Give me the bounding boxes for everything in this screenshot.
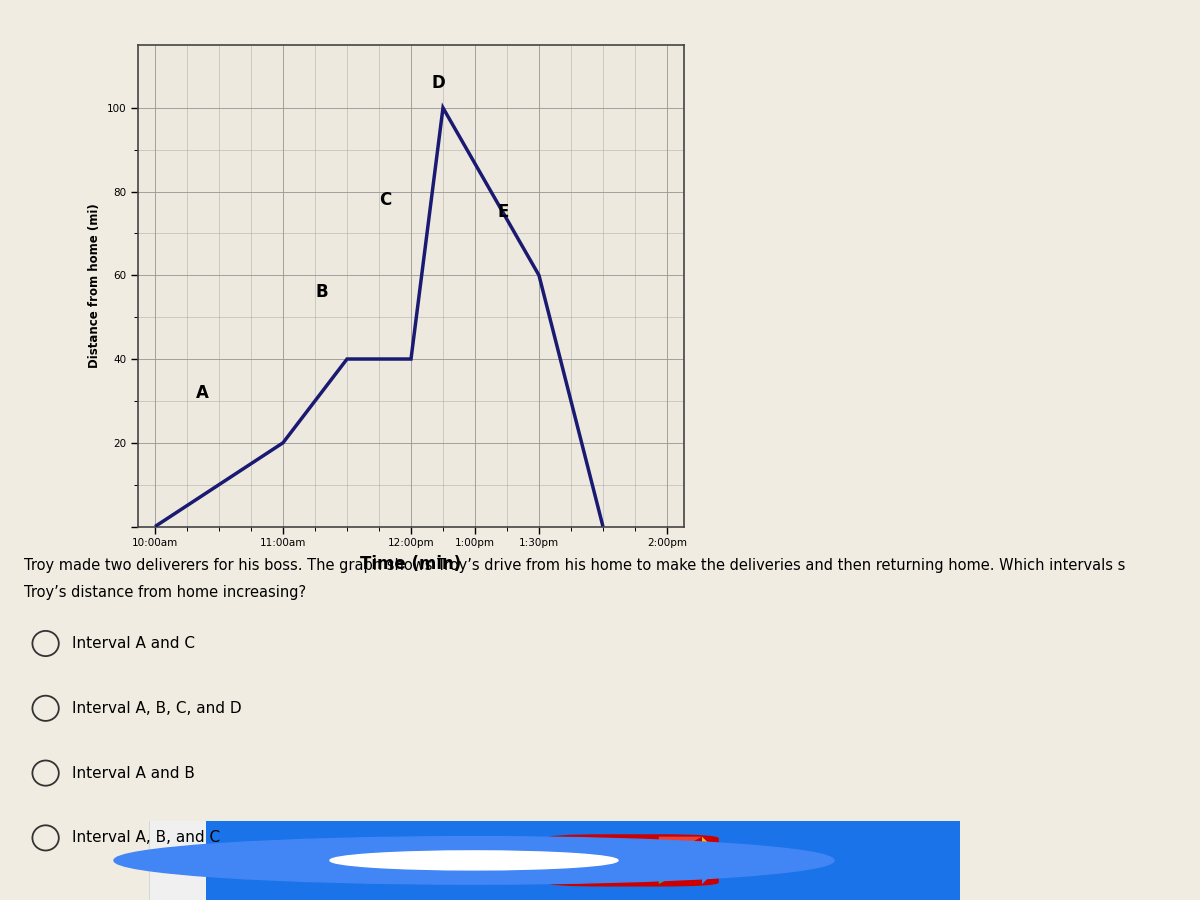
Circle shape	[114, 837, 834, 884]
FancyBboxPatch shape	[149, 813, 912, 900]
Text: A: A	[196, 383, 209, 401]
Polygon shape	[702, 837, 714, 860]
Text: E: E	[497, 203, 509, 221]
Text: Interval A, B, and C: Interval A, B, and C	[72, 831, 220, 845]
Circle shape	[330, 850, 618, 870]
Polygon shape	[702, 860, 714, 884]
Text: M: M	[521, 850, 540, 870]
Polygon shape	[659, 860, 702, 884]
Text: D: D	[432, 74, 445, 92]
Text: Troy made two deliverers for his boss. The graph shows Troy’s drive from his hom: Troy made two deliverers for his boss. T…	[24, 558, 1126, 573]
Polygon shape	[659, 837, 702, 860]
Text: Interval A, B, C, and D: Interval A, B, C, and D	[72, 701, 241, 716]
X-axis label: Time (min): Time (min)	[360, 555, 462, 573]
Text: Interval A and C: Interval A and C	[72, 636, 194, 651]
FancyBboxPatch shape	[206, 809, 960, 900]
Y-axis label: Distance from home (mi): Distance from home (mi)	[88, 203, 101, 368]
FancyBboxPatch shape	[546, 834, 719, 886]
Polygon shape	[623, 846, 652, 875]
Text: Troy’s distance from home increasing?: Troy’s distance from home increasing?	[24, 585, 306, 600]
Text: B: B	[316, 283, 328, 301]
Text: C: C	[379, 191, 391, 209]
Text: Interval A and B: Interval A and B	[72, 766, 194, 780]
